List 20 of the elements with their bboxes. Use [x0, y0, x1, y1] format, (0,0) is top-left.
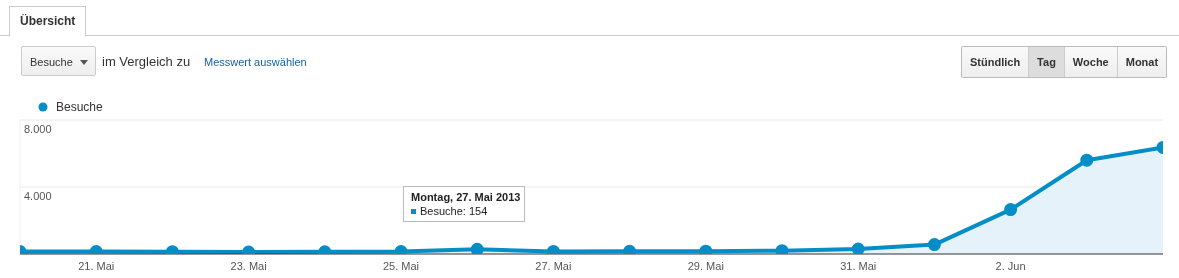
x-tick-label: 29. Mai — [687, 259, 724, 272]
text: Monat — [1116, 47, 1167, 77]
x-tick-label: 27. Mai — [535, 259, 572, 272]
x-tick-label: 21. Mai — [78, 259, 115, 272]
x-tick-label: 23. Mai — [230, 259, 267, 272]
text: Messwert auswählen — [204, 56, 307, 68]
text: Tag — [1028, 47, 1064, 77]
annotation: Montag, 27. Mai 2013 Besuche: 154 — [411, 191, 521, 217]
text: Stündlich — [962, 47, 1029, 77]
text: Besuche — [21, 46, 96, 76]
tooltip-box: Montag, 27. Mai 2013 Besuche: 154 — [403, 186, 525, 222]
x-tick-label: 25. Mai — [382, 259, 420, 272]
text: Woche — [1063, 47, 1117, 77]
y-tick-label: 8.000 — [24, 123, 52, 135]
legend-label: Besuche — [55, 99, 103, 116]
text: Übersicht — [9, 6, 87, 37]
x-tick-label: 31. Mai — [840, 259, 877, 272]
x-tick-label: 2. Jun — [995, 259, 1026, 272]
y-tick-label: 4.000 — [24, 190, 52, 202]
text: im Vergleich zu — [102, 54, 191, 69]
